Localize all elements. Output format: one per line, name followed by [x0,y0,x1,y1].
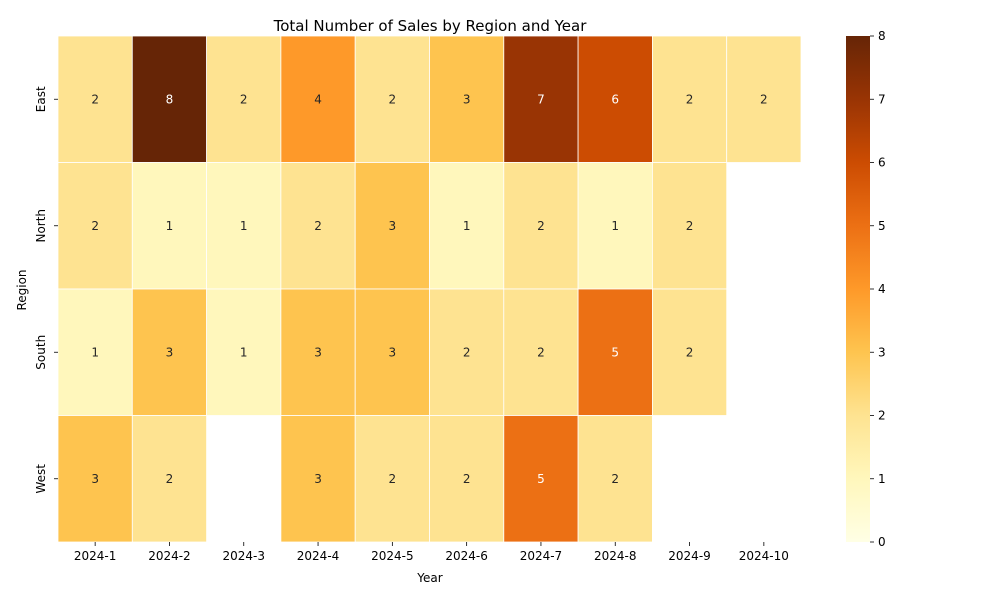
heatmap-cell [131,35,208,163]
colorbar-tick-label: 3 [878,345,886,359]
x-tick-label: 2024-8 [594,549,637,563]
heatmap-cell [503,162,579,290]
colorbar-tick-label: 0 [878,535,886,549]
colorbar-gradient [846,36,870,542]
colorbar-tick-label: 5 [878,219,886,233]
heatmap-cell [652,162,728,290]
x-tick-label: 2024-9 [668,549,711,563]
cell-value-label: 5 [537,472,545,486]
heatmap-cell [652,288,728,416]
heatmap-cell [429,162,505,290]
heatmap-cell [577,288,653,416]
heatmap-cell [726,35,802,163]
colorbar-tick-label: 6 [878,156,886,170]
heatmap-cell [131,288,208,416]
cell-value-label: 2 [686,345,694,359]
cell-value-label: 1 [91,345,99,359]
colorbar-tick-label: 4 [878,282,886,296]
cell-value-label: 6 [611,92,619,106]
heatmap-cell [354,162,430,290]
heatmap-cell [206,162,282,290]
cell-value-label: 1 [611,219,619,233]
colorbar-tick-label: 2 [878,409,886,423]
heatmap-cell [206,35,282,163]
cell-value-label: 4 [314,92,322,106]
colorbar-tick-label: 1 [878,472,886,486]
y-axis-ticks: East North South West [34,86,58,494]
x-tick-label: 2024-1 [74,549,117,563]
cell-value-label: 1 [240,345,248,359]
y-tick-label: East [34,86,48,112]
x-tick-label: 2024-6 [445,549,488,563]
cell-value-label: 2 [166,472,174,486]
cell-value-label: 7 [537,92,545,106]
cell-value-label: 8 [166,92,174,106]
heatmap-cell [280,162,356,290]
cell-value-label: 3 [463,92,471,106]
heatmap-cells: 2 8 2 4 2 3 7 6 2 2 2 1 1 2 3 1 2 1 2 1 3 1 3 3 2 2 5 2 3 2 3 2 2 5 2 [57,35,802,543]
cell-value-label: 2 [240,92,248,106]
cell-value-label: 3 [91,472,99,486]
x-axis-label: Year [416,571,442,585]
cell-value-label: 2 [389,472,397,486]
heatmap-cell [57,35,133,163]
x-tick-label: 2024-10 [739,549,789,563]
heatmap-cell [206,288,282,416]
x-tick-label: 2024-5 [371,549,414,563]
cell-value-label: 2 [686,219,694,233]
cell-value-label: 2 [389,92,397,106]
x-tick-label: 2024-4 [297,549,340,563]
x-tick-label: 2024-2 [148,549,191,563]
heatmap-cell [429,35,505,163]
chart-title: Total Number of Sales by Region and Year [273,17,588,35]
cell-value-label: 3 [314,472,322,486]
heatmap-cell [429,288,505,416]
heatmap-cell [577,35,653,163]
cell-value-label: 2 [91,219,99,233]
cell-value-label: 1 [166,219,174,233]
cell-value-label: 3 [389,219,397,233]
heatmap-cell [57,415,133,543]
cell-value-label: 3 [314,345,322,359]
cell-value-label: 2 [611,472,619,486]
heatmap-cell [131,415,208,543]
cell-value-label: 3 [389,345,397,359]
heatmap-cell [57,288,133,416]
cell-value-label: 5 [611,345,619,359]
cell-value-label: 2 [91,92,99,106]
y-tick-label: South [34,335,48,370]
cell-value-label: 2 [760,92,768,106]
heatmap-cell [131,162,208,290]
cell-value-label: 2 [537,345,545,359]
cell-value-label: 3 [166,345,174,359]
x-tick-label: 2024-3 [222,549,265,563]
colorbar-tick-label: 8 [878,29,886,43]
cell-value-label: 1 [240,219,248,233]
cell-value-label: 2 [463,345,471,359]
cell-value-label: 2 [314,219,322,233]
cell-value-label: 2 [686,92,694,106]
y-tick-label: West [34,464,48,494]
heatmap-cell [280,415,356,543]
heatmap-cell [280,35,356,163]
colorbar: 0 1 2 3 4 5 6 7 8 [846,29,886,549]
x-tick-label: 2024-7 [520,549,563,563]
y-axis-label: Region [15,269,29,310]
colorbar-tick-label: 7 [878,92,886,106]
x-axis-ticks: 2024-1 2024-2 2024-3 2024-4 2024-5 2024-6 2024… [74,542,789,563]
heatmap-cell [577,162,653,290]
heatmap-cell [354,35,430,163]
cell-value-label: 2 [537,219,545,233]
cell-value-label: 2 [463,472,471,486]
heatmap-cell [577,415,653,543]
cell-value-label: 1 [463,219,471,233]
y-tick-label: North [34,209,48,243]
heatmap-cell [280,288,356,416]
